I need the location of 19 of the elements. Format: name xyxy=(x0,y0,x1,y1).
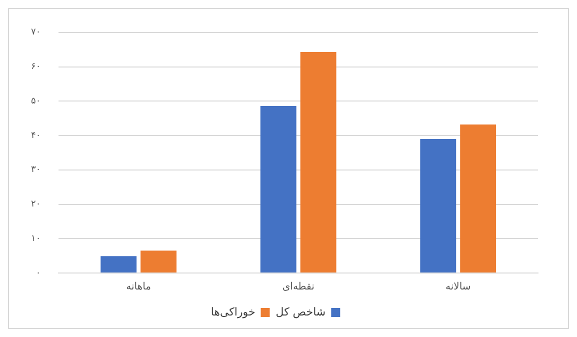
x-tick-label: نقطه‌ای xyxy=(282,282,314,293)
y-tick-label: ۰ xyxy=(36,268,41,278)
x-tick-label: ماهانه xyxy=(126,282,151,293)
y-tick-label: ۷۰ xyxy=(30,28,41,38)
legend-label: شاخص کل xyxy=(276,305,326,318)
y-tick-label: ۶۰ xyxy=(30,62,41,72)
y-tick-label: ۲۰ xyxy=(30,200,41,210)
bar xyxy=(260,106,296,272)
bar xyxy=(140,250,177,272)
bar xyxy=(300,52,336,272)
bar xyxy=(100,256,137,272)
y-tick-label: ۳۰ xyxy=(30,165,41,176)
y-tick-label: ۵۰ xyxy=(30,96,41,106)
bar xyxy=(460,124,496,272)
legend-label: خوراکی‌ها xyxy=(210,305,256,318)
y-tick-label: ۱۰ xyxy=(30,234,41,244)
y-tick-label: ۴۰ xyxy=(30,130,41,141)
x-tick-label: سالانه xyxy=(445,282,471,293)
bar xyxy=(420,138,456,272)
